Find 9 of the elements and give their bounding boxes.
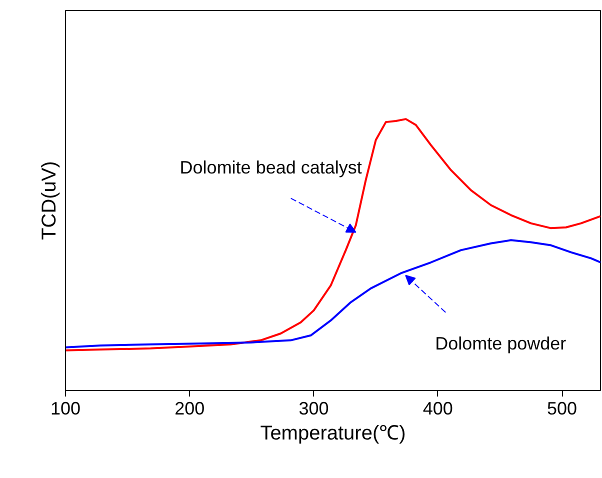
x-tick-label: 300 <box>298 398 329 418</box>
y-axis-title: TCD(uV) <box>38 161 60 240</box>
annotation: Dolomte powder <box>435 333 566 354</box>
x-tick-label: 100 <box>50 398 81 418</box>
x-tick-label: 200 <box>174 398 205 418</box>
annotation: Dolomite bead catalyst <box>180 157 362 178</box>
x-tick-label: 500 <box>547 398 578 418</box>
x-tick-label: 400 <box>422 398 453 418</box>
x-axis-title: Temperature(℃) <box>260 422 406 444</box>
